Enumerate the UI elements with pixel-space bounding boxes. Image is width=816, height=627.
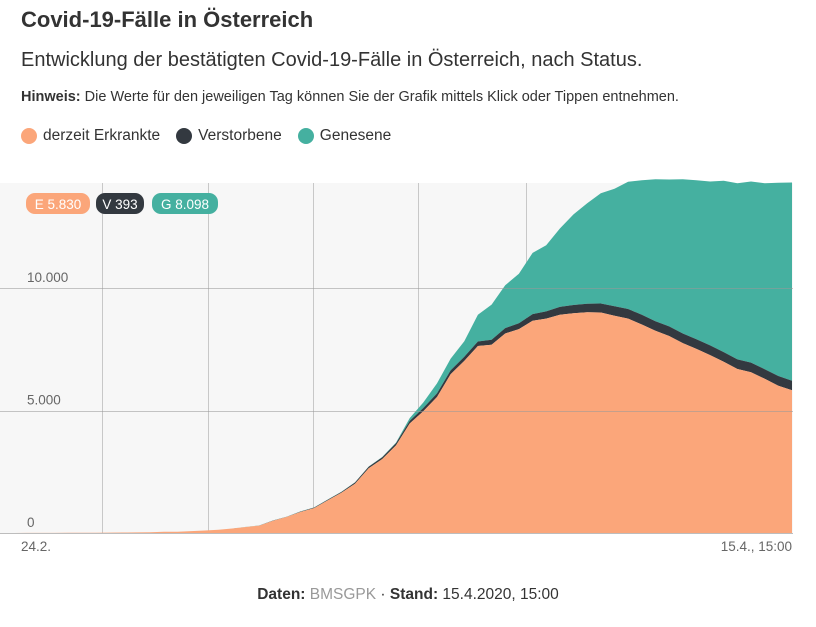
legend-swatch-genesene — [297, 128, 314, 144]
badge-g — [152, 193, 218, 214]
legend-item-verstorbene[interactable]: Verstorbene — [176, 127, 282, 145]
chart-note: Hinweis: Die Werte für den jeweiligen Ta… — [21, 89, 679, 105]
badge-v — [96, 193, 144, 214]
legend-item-erkrankte[interactable]: derzeit Erkrankte — [21, 127, 160, 145]
y-tick-label: 10.000 — [27, 270, 68, 285]
legend-swatch-erkrankte — [21, 128, 37, 144]
footer-data-source[interactable]: BMSGPK — [309, 586, 377, 603]
chart-title: Covid-19-Fälle in Österreich — [21, 7, 314, 32]
note-text: Die Werte für den jeweiligen Tag können … — [80, 89, 679, 105]
x-start-label: 24.2. — [21, 539, 51, 554]
horizontal-gridlines — [0, 288, 793, 412]
note-label: Hinweis: — [21, 89, 81, 105]
badge-g-label: G 8.098 — [161, 197, 209, 212]
badge-e-label: E 5.830 — [35, 197, 82, 212]
chart-footer: Daten: BMSGPK · Stand: 15.4.2020, 15:00 — [0, 586, 816, 604]
y-tick-label: 5.000 — [27, 393, 61, 408]
legend-label-genesene: Genesene — [319, 127, 392, 144]
x-end-label: 15.4., 15:00 — [721, 539, 792, 554]
chart-subtitle: Entwicklung der bestätigten Covid-19-Fäl… — [21, 49, 643, 71]
latest-value-badges: E 5.830 V 393 G 8.098 — [26, 193, 218, 214]
footer-stand-value: 15.4.2020, 15:00 — [442, 586, 559, 603]
area-erkrankte[interactable] — [0, 312, 792, 533]
legend-swatch-verstorbene — [176, 128, 193, 144]
badge-v-label: V 393 — [102, 197, 137, 212]
badge-e — [26, 193, 90, 214]
footer-stand-label: Stand: — [389, 586, 439, 603]
legend-label-verstorbene: Verstorbene — [198, 127, 282, 144]
legend-label-erkrankte: derzeit Erkrankte — [43, 127, 161, 144]
stacked-areas[interactable] — [0, 179, 792, 534]
footer-data-label: Daten: — [257, 586, 306, 603]
footer-separator: · — [380, 586, 386, 603]
legend-item-genesene[interactable]: Genesene — [297, 127, 392, 145]
y-axis-labels: 0 5.000 10.000 — [27, 270, 68, 530]
area-genesene[interactable] — [0, 179, 792, 534]
y-tick-label: 0 — [27, 515, 35, 530]
chart-legend: derzeit Erkrankte Verstorbene Genesene — [21, 127, 391, 145]
